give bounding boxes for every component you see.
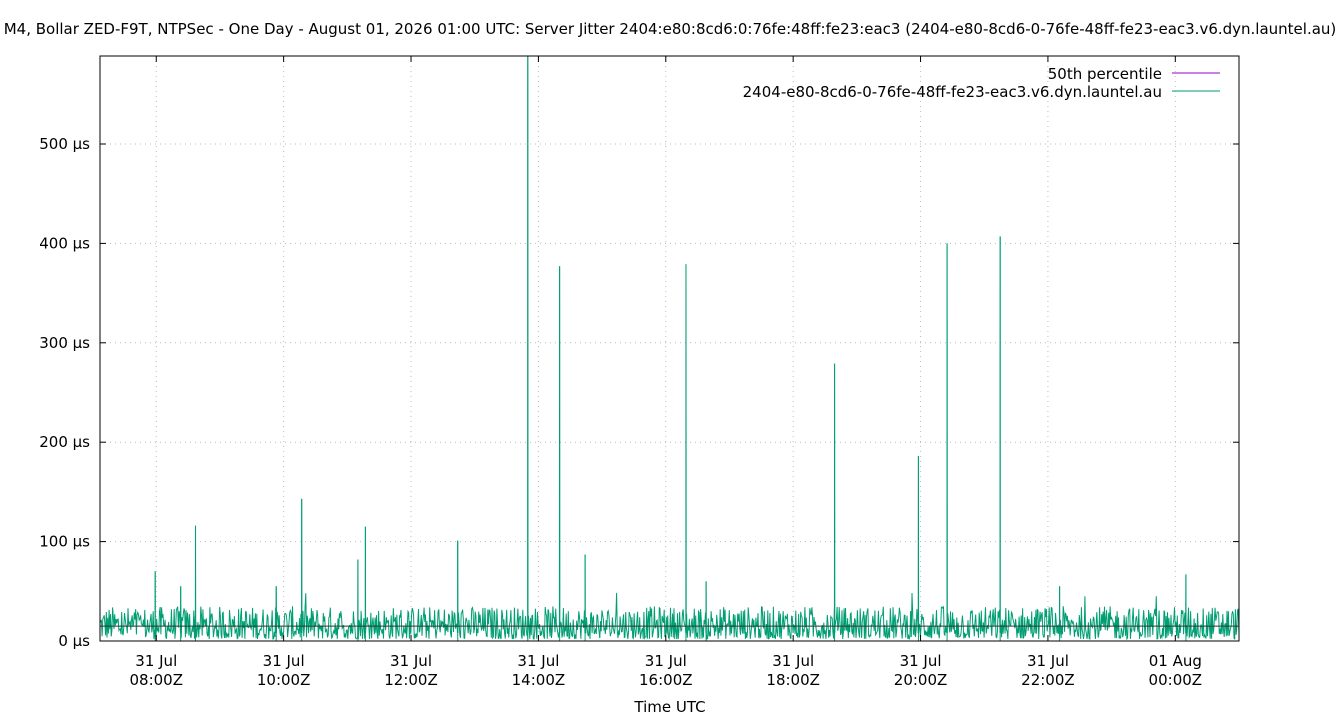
x-tick-label-date: 31 Jul: [645, 652, 687, 670]
series-layer: [100, 56, 1239, 641]
x-tick-label-date: 01 Aug: [1149, 652, 1202, 670]
y-tick-label: 400 µs: [39, 234, 90, 252]
x-axis-label: Time UTC: [633, 698, 705, 716]
x-tick-label-date: 31 Jul: [772, 652, 814, 670]
x-tick-label-date: 31 Jul: [1027, 652, 1069, 670]
x-tick-label-date: 31 Jul: [900, 652, 942, 670]
x-tick-label-time: 12:00Z: [384, 671, 438, 689]
y-tick-label: 300 µs: [39, 334, 90, 352]
grid-layer: [100, 56, 1239, 641]
y-tick-label: 200 µs: [39, 433, 90, 451]
legend-label-median: 50th percentile: [1048, 65, 1162, 83]
y-tick-label: 100 µs: [39, 533, 90, 551]
x-tick-label-date: 31 Jul: [263, 652, 305, 670]
x-tick-label-time: 20:00Z: [894, 671, 948, 689]
y-tick-label: 500 µs: [39, 135, 90, 153]
x-tick-label-time: 22:00Z: [1021, 671, 1075, 689]
y-tick-label: 0 µs: [58, 632, 90, 650]
axis-layer: 0 µs 100 µs 200 µs 300 µs 400 µs 500 µs 31 Jul…: [39, 56, 1239, 689]
x-tick-label-date: 31 Jul: [390, 652, 432, 670]
x-tick-label-time: 00:00Z: [1149, 671, 1203, 689]
x-tick-label-time: 08:00Z: [130, 671, 184, 689]
x-tick-label-date: 31 Jul: [517, 652, 559, 670]
x-tick-label-date: 31 Jul: [135, 652, 177, 670]
chart-title: M4, Bollar ZED-F9T, NTPSec - One Day - A…: [4, 20, 1337, 38]
x-tick-label-time: 14:00Z: [512, 671, 566, 689]
x-tick-label-time: 16:00Z: [639, 671, 693, 689]
x-tick-label-time: 18:00Z: [766, 671, 820, 689]
legend: 50th percentile2404-e80-8cd6-0-76fe-48ff…: [743, 65, 1220, 101]
legend-label-jitter: 2404-e80-8cd6-0-76fe-48ff-fe23-eac3.v6.d…: [743, 83, 1162, 101]
plot-frame: [99, 55, 1240, 642]
jitter-series-line: [100, 56, 1239, 641]
x-tick-label-time: 10:00Z: [257, 671, 311, 689]
